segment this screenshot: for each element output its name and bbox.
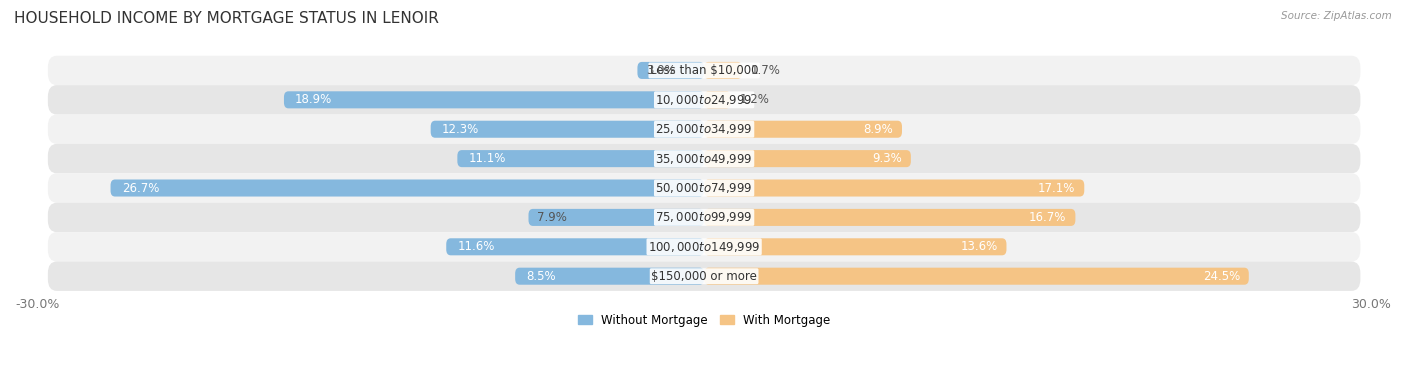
Text: 13.6%: 13.6% (960, 240, 998, 253)
Text: $35,000 to $49,999: $35,000 to $49,999 (655, 152, 752, 166)
Text: 18.9%: 18.9% (295, 93, 332, 106)
FancyBboxPatch shape (48, 203, 1361, 232)
Text: 8.9%: 8.9% (863, 123, 893, 136)
FancyBboxPatch shape (704, 209, 1076, 226)
Text: 24.5%: 24.5% (1202, 270, 1240, 283)
Text: 7.9%: 7.9% (537, 211, 567, 224)
Text: Source: ZipAtlas.com: Source: ZipAtlas.com (1281, 11, 1392, 21)
FancyBboxPatch shape (515, 268, 704, 285)
FancyBboxPatch shape (637, 62, 704, 79)
FancyBboxPatch shape (704, 150, 911, 167)
FancyBboxPatch shape (48, 174, 1361, 203)
Text: 8.5%: 8.5% (526, 270, 555, 283)
Text: 16.7%: 16.7% (1029, 211, 1067, 224)
Text: $25,000 to $34,999: $25,000 to $34,999 (655, 122, 752, 136)
Text: $50,000 to $74,999: $50,000 to $74,999 (655, 181, 752, 195)
Text: $75,000 to $99,999: $75,000 to $99,999 (655, 211, 752, 225)
Text: 11.6%: 11.6% (457, 240, 495, 253)
Text: HOUSEHOLD INCOME BY MORTGAGE STATUS IN LENOIR: HOUSEHOLD INCOME BY MORTGAGE STATUS IN L… (14, 11, 439, 26)
FancyBboxPatch shape (48, 56, 1361, 85)
Text: 1.2%: 1.2% (740, 93, 769, 106)
FancyBboxPatch shape (704, 268, 1249, 285)
FancyBboxPatch shape (704, 121, 903, 138)
Text: $150,000 or more: $150,000 or more (651, 270, 756, 283)
Text: $10,000 to $24,999: $10,000 to $24,999 (655, 93, 752, 107)
Text: 26.7%: 26.7% (122, 181, 159, 195)
FancyBboxPatch shape (430, 121, 704, 138)
FancyBboxPatch shape (704, 238, 1007, 255)
FancyBboxPatch shape (48, 85, 1361, 115)
FancyBboxPatch shape (111, 180, 704, 197)
FancyBboxPatch shape (704, 180, 1084, 197)
FancyBboxPatch shape (704, 62, 742, 79)
FancyBboxPatch shape (284, 91, 704, 108)
FancyBboxPatch shape (704, 91, 731, 108)
Text: 17.1%: 17.1% (1038, 181, 1076, 195)
Text: Less than $10,000: Less than $10,000 (650, 64, 758, 77)
Text: 9.3%: 9.3% (872, 152, 903, 165)
Legend: Without Mortgage, With Mortgage: Without Mortgage, With Mortgage (574, 309, 835, 331)
Text: 3.0%: 3.0% (647, 64, 676, 77)
FancyBboxPatch shape (48, 232, 1361, 262)
FancyBboxPatch shape (529, 209, 704, 226)
Text: 12.3%: 12.3% (441, 123, 479, 136)
FancyBboxPatch shape (446, 238, 704, 255)
Text: 11.1%: 11.1% (468, 152, 506, 165)
Text: 1.7%: 1.7% (751, 64, 780, 77)
FancyBboxPatch shape (48, 262, 1361, 291)
FancyBboxPatch shape (457, 150, 704, 167)
Text: $100,000 to $149,999: $100,000 to $149,999 (648, 240, 761, 254)
FancyBboxPatch shape (48, 144, 1361, 174)
FancyBboxPatch shape (48, 115, 1361, 144)
